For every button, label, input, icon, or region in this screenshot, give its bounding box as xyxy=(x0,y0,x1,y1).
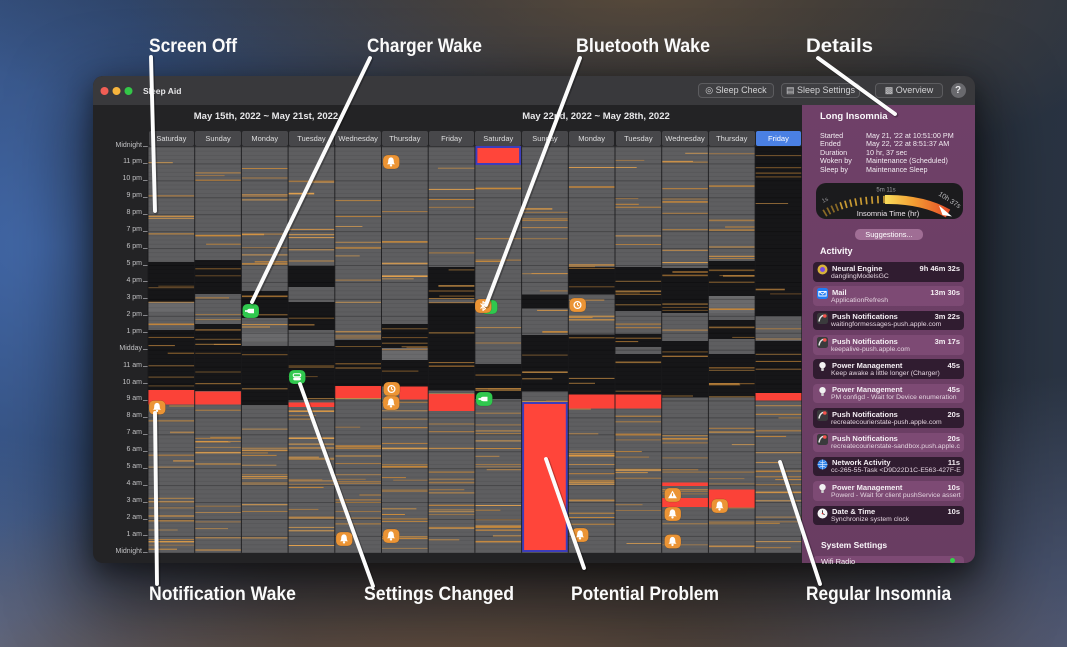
svg-text:Insomnia Time (hr): Insomnia Time (hr) xyxy=(857,209,920,218)
svg-text:1s: 1s xyxy=(821,197,829,205)
svg-text:5m 11s: 5m 11s xyxy=(876,188,895,194)
